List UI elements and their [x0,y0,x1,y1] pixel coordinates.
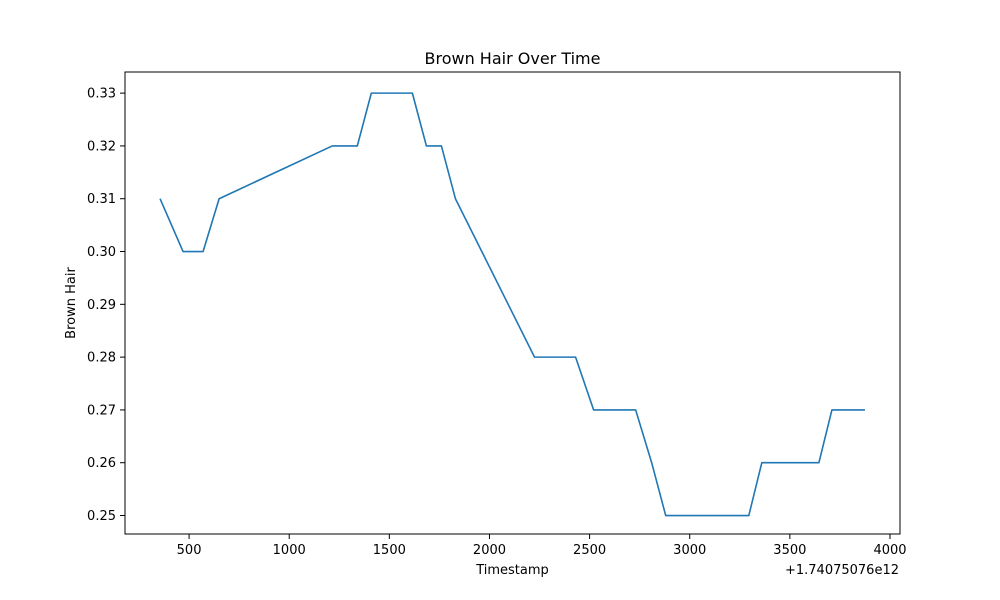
y-tick-label: 0.28 [87,351,116,366]
y-tick-label: 0.26 [87,456,116,471]
y-tick-label: 0.25 [87,509,116,524]
y-tick-label: 0.27 [87,403,116,418]
chart-title: Brown Hair Over Time [425,49,601,68]
y-tick-label: 0.33 [87,87,116,102]
x-axis-label: Timestamp [475,563,549,578]
x-tick-label: 4000 [873,543,906,558]
series-line [159,92,865,517]
x-tick-label: 2500 [573,543,606,558]
ticks-layer: 500 1000 1500 2000 2500 3000 3500 4000 0.25 0.26 0… [87,87,906,558]
x-tick-label: 2000 [473,543,506,558]
x-tick-label: 500 [177,543,202,558]
y-axis-label: Brown Hair [64,267,79,339]
x-tick-label: 3500 [773,543,806,558]
series-layer [159,92,865,517]
x-tick-label: 1500 [373,543,406,558]
x-axis-offset-label: +1.74075076e12 [785,563,899,578]
y-tick-label: 0.32 [87,139,116,154]
x-tick-label: 1000 [273,543,306,558]
y-tick-label: 0.30 [87,245,116,260]
x-tick-label: 3000 [673,543,706,558]
y-tick-label: 0.29 [87,298,116,313]
y-tick-label: 0.31 [87,192,116,207]
plot-frame [124,71,901,535]
